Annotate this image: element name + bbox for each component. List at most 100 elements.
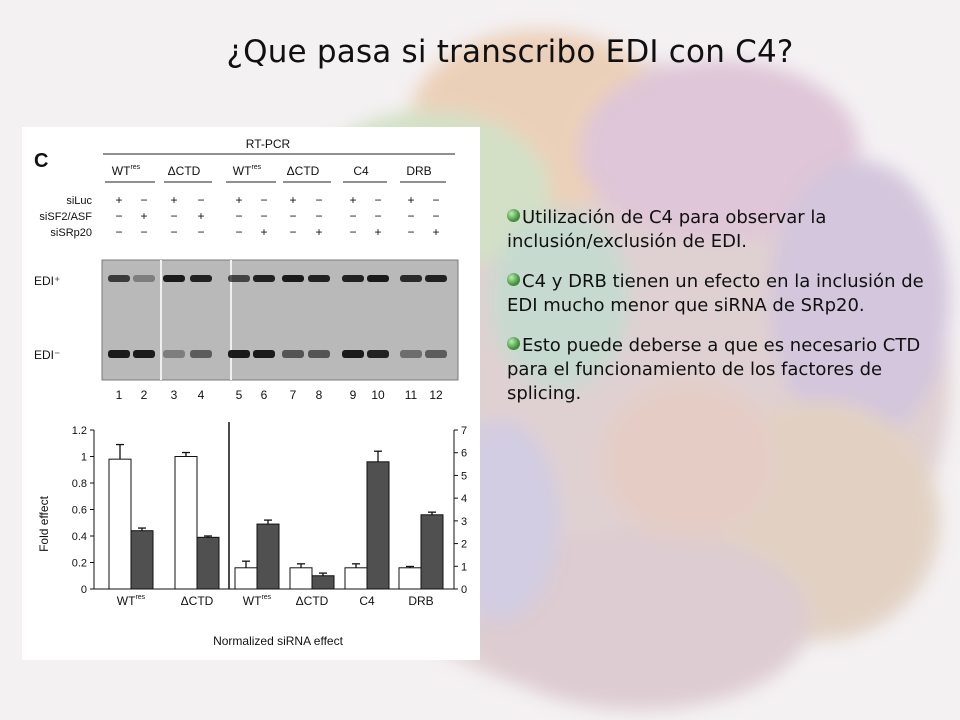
sign-cell: − [235,209,242,223]
gel-band-upper [342,275,364,282]
bar [256,523,280,590]
gel-band-lower [228,350,250,358]
group-header-superscript: res [251,164,261,171]
sign-cell: + [197,209,204,223]
bar [108,458,132,590]
bar-chart: 0 0.2 0.4 0.6 0.8 1 1.2 0 1 2 3 4 5 6 7 WTres ΔCTD WTres Δ… [72,422,467,608]
sign-cell: − [289,209,296,223]
gel-band-lower [400,350,422,358]
gel-band-upper [163,275,185,282]
lane-number: 10 [371,388,385,402]
sign-cell: − [289,225,296,239]
y-tick-label-left: 0.4 [72,531,87,543]
sign-cell: − [235,225,242,239]
lane-number: 2 [141,388,148,402]
gel-band-upper [190,275,212,282]
group-header: WTres [112,164,141,178]
bullet-text: C4 y DRB tienen un efecto en la inclusió… [507,271,924,316]
sign-cell: − [407,225,414,239]
y-tick-label-left: 1 [81,452,87,464]
sign-cell: + [374,225,381,239]
bullet-text: Utilización de C4 para observar la inclu… [507,207,827,252]
lane-number: 11 [405,388,418,402]
y-tick-label-right: 0 [461,584,467,596]
group-header-superscript: res [130,164,140,171]
y-tick-label-right: 2 [461,539,467,551]
bar [366,461,390,590]
gel-band-lower [190,350,212,358]
lane-numbers: 1 2 3 4 5 6 7 8 9 10 11 12 [116,388,443,402]
sign-cell: + [115,193,122,207]
gel-band-upper [282,275,304,282]
sign-cell: + [170,193,177,207]
sign-cell: − [140,225,147,239]
lane-number: 8 [316,388,323,402]
bar [174,456,198,590]
lane-number: 3 [171,388,178,402]
sign-cell: − [349,209,356,223]
gel-band-upper [133,275,155,282]
bar [311,575,335,590]
panel-label: C [34,150,48,172]
y-tick-label-right: 7 [461,425,467,437]
sign-cell: − [170,225,177,239]
sign-cell: − [115,225,122,239]
bar [420,514,444,590]
bar [196,536,220,590]
y-tick-label-right: 5 [461,470,467,482]
sign-cell: − [315,193,322,207]
sign-cell: − [432,193,439,207]
y-tick-label-left: 1.2 [72,425,87,437]
lane-number: 1 [116,388,123,402]
lane-number: 7 [290,388,297,402]
lane-number: 12 [429,388,443,402]
sign-grid: + − + − + − + − + − + − − + − + − − − − − − − − − − − − − + − + − + − + [115,193,439,239]
sign-cell: − [432,209,439,223]
figure-svg: C RT-PCR WTres ΔCTD WTres ΔCTD C4 DRB siLucsi… [34,137,467,648]
bullet-list: Utilización de C4 para observar la inclu… [507,206,927,422]
bar [234,567,258,590]
y-tick-label-right: 1 [461,561,467,573]
lane-number: 6 [261,388,268,402]
bullet-dot-icon [507,273,520,286]
x-tick-superscript: res [261,594,271,601]
gel-band-lower [163,350,185,358]
x-tick-label: C4 [359,594,375,608]
row-label: siSF2/ASF [39,211,92,223]
y-tick-label-left: 0.6 [72,505,87,517]
sign-cell: − [260,193,267,207]
gel-band-lower [425,350,447,358]
x-tick-label: ΔCTD [296,594,329,608]
sign-cell: + [315,225,322,239]
sign-cell: − [170,209,177,223]
bar [344,567,368,590]
sign-cell: − [315,209,322,223]
gel-band-lower [308,350,330,358]
x-tick-superscript: res [135,594,145,601]
sign-cell: − [115,209,122,223]
sign-cell: − [349,225,356,239]
gel-band-upper [108,275,130,282]
y-tick-label-left: 0 [81,584,87,596]
row-label: siSRp20 [50,227,92,239]
row-label: siLuc [66,195,92,207]
band-label-edi-plus: EDI⁺ [34,274,60,288]
gel-band-upper [253,275,275,282]
gel-band-upper [400,275,422,282]
figure-panel: C RT-PCR WTres ΔCTD WTres ΔCTD C4 DRB siLuc si… [22,127,480,660]
bar [398,567,422,590]
bullet-text: Esto puede deberse a que es necesario CT… [507,335,921,404]
sign-cell: + [349,193,356,207]
sign-cell: + [407,193,414,207]
gel-band-upper [228,275,250,282]
bar [289,567,313,590]
gel-bands [108,275,447,358]
y-tick-label-left: 0.8 [72,478,87,490]
sign-cell: + [235,193,242,207]
sign-cell: − [197,225,204,239]
x-tick-label: WTres [243,594,272,608]
gel-band-upper [308,275,330,282]
group-header: DRB [406,164,431,178]
sign-cell: − [197,193,204,207]
